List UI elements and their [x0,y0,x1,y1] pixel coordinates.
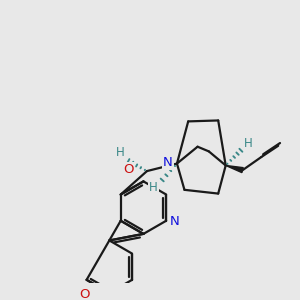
Text: H: H [244,137,253,150]
Text: N: N [170,215,179,228]
Text: O: O [80,288,90,300]
Text: H: H [149,181,158,194]
Text: O: O [123,163,134,176]
Polygon shape [226,166,243,172]
Text: N: N [163,156,172,169]
Text: H: H [116,146,124,159]
